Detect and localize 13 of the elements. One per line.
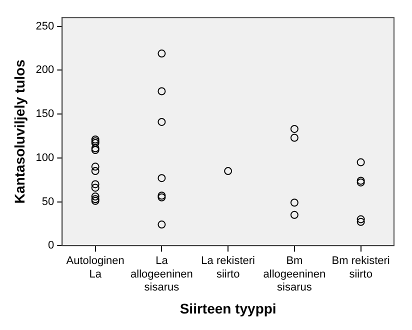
y-tick-label: 0 — [48, 240, 54, 252]
y-tick-label: 100 — [36, 152, 54, 164]
x-tick-label: Bm rekisteri siirto — [332, 255, 390, 280]
x-axis-title: Siirteen tyyppi — [180, 300, 276, 316]
y-tick-label: 150 — [36, 108, 54, 120]
x-tick-label: Bm allogeeninen sisarus — [263, 255, 326, 294]
y-axis-title: Kantasoluviljely tulos — [11, 59, 28, 204]
y-tick-label: 50 — [42, 196, 54, 208]
y-tick-label: 250 — [36, 20, 54, 32]
x-tick-label: La allogeeninen sisarus — [130, 255, 193, 294]
x-tick-label: La rekisteri siirto — [201, 255, 255, 280]
x-tick-label: Autologinen La — [66, 255, 124, 280]
y-tick-label: 200 — [36, 64, 54, 76]
